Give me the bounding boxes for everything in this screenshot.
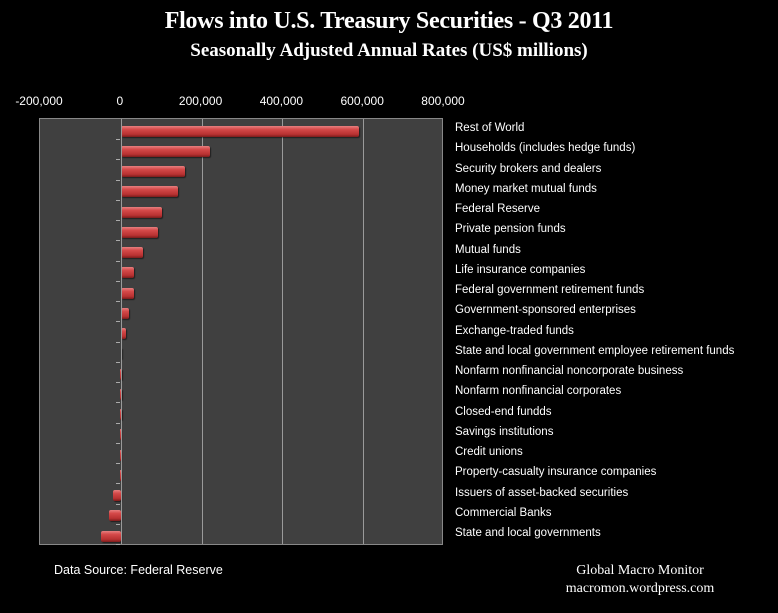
bar: [120, 125, 359, 137]
x-tick-label: 200,000: [178, 94, 223, 108]
bar: [112, 490, 121, 501]
category-label: Rest of World: [455, 122, 525, 134]
bar: [120, 206, 163, 218]
y-tick: [115, 341, 120, 343]
category-label: Commercial Banks: [455, 506, 552, 519]
bar: [119, 469, 122, 481]
bar: [120, 267, 135, 279]
category-label: Households (includes hedge funds): [455, 142, 636, 155]
y-tick: [115, 199, 120, 201]
category-label: Money market mutual funds: [455, 182, 597, 195]
category-label: Federal government retirement funds: [455, 284, 645, 296]
bar: [101, 530, 121, 542]
brand-url: macromon.wordpress.com: [565, 581, 715, 596]
bar: [120, 307, 129, 319]
category-label: Property-casualty insurance companies: [455, 466, 657, 479]
y-tick: [115, 422, 120, 424]
category-label: Life insurance companies: [455, 263, 586, 276]
gridline: [201, 119, 203, 544]
y-tick: [115, 179, 120, 181]
category-label: Mutual funds: [455, 243, 521, 256]
y-tick: [115, 361, 120, 363]
bar: [119, 429, 122, 441]
x-tick-label: 0: [116, 94, 124, 108]
y-tick: [115, 382, 120, 383]
chart-title: Flows into U.S. Treasury Securities - Q3…: [164, 8, 614, 34]
x-tick-label: 600,000: [340, 94, 384, 108]
x-tick-label: -200,000: [15, 94, 63, 108]
zero-line: [120, 119, 122, 544]
bar: [108, 510, 121, 522]
y-tick: [115, 301, 120, 302]
category-label: Government-sponsored enterprises: [455, 304, 636, 317]
y-tick: [115, 280, 120, 282]
category-label: Savings institutions: [455, 425, 554, 438]
x-tick-label: 400,000: [259, 94, 304, 108]
bar: [120, 247, 144, 258]
y-tick: [115, 139, 120, 140]
y-tick: [115, 402, 120, 404]
y-tick: [115, 260, 120, 262]
category-label: Closed-end fundds: [455, 405, 552, 418]
category-label: Exchange-traded funds: [455, 324, 574, 337]
category-label: Federal Reserve: [455, 203, 541, 215]
bar: [120, 186, 179, 198]
gridline: [363, 119, 365, 544]
category-label: Issuers of asset-backed securities: [455, 486, 629, 499]
bar: [120, 287, 134, 299]
gridline: [282, 119, 284, 544]
y-tick: [115, 442, 120, 444]
bar: [120, 166, 185, 177]
brand-name: Global Macro Monitor: [576, 563, 704, 578]
bar: [120, 328, 127, 339]
y-tick: [115, 240, 120, 242]
category-label: State and local governments: [455, 527, 601, 539]
x-tick-label: 800,000: [421, 94, 465, 108]
y-tick: [115, 463, 120, 464]
bar: [120, 145, 211, 157]
category-label: Private pension funds: [455, 223, 566, 236]
category-label: Nonfarm nonfinancial corporates: [455, 385, 622, 398]
plot-area: [39, 118, 443, 545]
category-label: Credit unions: [455, 446, 523, 458]
category-label: State and local government employee reti…: [455, 344, 735, 357]
y-tick: [115, 503, 120, 505]
category-label: Nonfarm nonfinancial noncorporate busine…: [455, 365, 684, 377]
bar: [120, 226, 159, 238]
y-tick: [115, 321, 120, 323]
y-tick: [115, 159, 120, 161]
y-tick: [115, 483, 120, 485]
bar: [119, 449, 122, 461]
y-tick: [115, 544, 120, 545]
category-label: Security brokers and dealers: [455, 162, 602, 175]
y-tick: [115, 220, 120, 221]
chart-subtitle: Seasonally Adjusted Annual Rates (US$ mi…: [190, 40, 588, 61]
data-source: Data Source: Federal Reserve: [54, 563, 223, 577]
y-tick: [115, 523, 120, 525]
